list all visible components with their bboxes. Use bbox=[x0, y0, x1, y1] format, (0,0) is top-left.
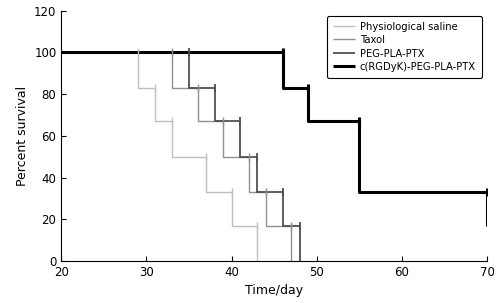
c(RGDyK)-PEG-PLA-PTX bbox=[254, 51, 260, 54]
Taxol bbox=[246, 190, 252, 194]
PEG-PLA-PTX bbox=[280, 224, 285, 227]
Line: PEG-PLA-PTX: PEG-PLA-PTX bbox=[62, 52, 300, 261]
Physiological saline bbox=[152, 119, 158, 123]
X-axis label: Time/day: Time/day bbox=[245, 285, 303, 298]
PEG-PLA-PTX bbox=[280, 190, 285, 194]
PEG-PLA-PTX bbox=[254, 190, 260, 194]
PEG-PLA-PTX bbox=[186, 86, 192, 90]
Physiological saline bbox=[126, 51, 132, 54]
c(RGDyK)-PEG-PLA-PTX bbox=[280, 51, 285, 54]
Legend: Physiological saline, Taxol, PEG-PLA-PTX, c(RGDyK)-PEG-PLA-PTX: Physiological saline, Taxol, PEG-PLA-PTX… bbox=[327, 15, 482, 78]
PEG-PLA-PTX bbox=[237, 119, 243, 123]
PEG-PLA-PTX bbox=[237, 155, 243, 158]
Physiological saline bbox=[254, 259, 260, 263]
c(RGDyK)-PEG-PLA-PTX bbox=[280, 86, 285, 90]
Taxol bbox=[169, 86, 175, 90]
Physiological saline bbox=[254, 224, 260, 227]
Physiological saline bbox=[126, 51, 132, 54]
Physiological saline bbox=[169, 119, 175, 123]
c(RGDyK)-PEG-PLA-PTX bbox=[484, 190, 490, 194]
c(RGDyK)-PEG-PLA-PTX bbox=[58, 51, 64, 54]
c(RGDyK)-PEG-PLA-PTX bbox=[484, 224, 490, 227]
Physiological saline bbox=[203, 155, 209, 158]
c(RGDyK)-PEG-PLA-PTX bbox=[356, 119, 362, 123]
Taxol bbox=[169, 51, 175, 54]
Taxol bbox=[246, 155, 252, 158]
c(RGDyK)-PEG-PLA-PTX bbox=[254, 51, 260, 54]
Taxol bbox=[135, 51, 141, 54]
Taxol bbox=[220, 119, 226, 123]
PEG-PLA-PTX bbox=[144, 51, 150, 54]
Line: Physiological saline: Physiological saline bbox=[62, 52, 257, 261]
Taxol bbox=[220, 155, 226, 158]
Line: Taxol: Taxol bbox=[62, 52, 291, 261]
Physiological saline bbox=[228, 224, 234, 227]
Line: c(RGDyK)-PEG-PLA-PTX: c(RGDyK)-PEG-PLA-PTX bbox=[62, 52, 487, 225]
Taxol bbox=[58, 51, 64, 54]
PEG-PLA-PTX bbox=[58, 51, 64, 54]
Physiological saline bbox=[135, 51, 141, 54]
Taxol bbox=[194, 119, 200, 123]
Taxol bbox=[262, 224, 268, 227]
PEG-PLA-PTX bbox=[212, 119, 218, 123]
PEG-PLA-PTX bbox=[296, 224, 302, 227]
Physiological saline bbox=[169, 155, 175, 158]
PEG-PLA-PTX bbox=[296, 259, 302, 263]
c(RGDyK)-PEG-PLA-PTX bbox=[356, 190, 362, 194]
PEG-PLA-PTX bbox=[186, 51, 192, 54]
Physiological saline bbox=[58, 51, 64, 54]
PEG-PLA-PTX bbox=[212, 86, 218, 90]
Taxol bbox=[194, 86, 200, 90]
Physiological saline bbox=[228, 190, 234, 194]
Taxol bbox=[135, 51, 141, 54]
Physiological saline bbox=[135, 86, 141, 90]
PEG-PLA-PTX bbox=[144, 51, 150, 54]
c(RGDyK)-PEG-PLA-PTX bbox=[305, 119, 311, 123]
Taxol bbox=[288, 259, 294, 263]
Physiological saline bbox=[152, 86, 158, 90]
Taxol bbox=[262, 190, 268, 194]
Taxol bbox=[288, 224, 294, 227]
Y-axis label: Percent survival: Percent survival bbox=[16, 86, 28, 186]
c(RGDyK)-PEG-PLA-PTX bbox=[305, 86, 311, 90]
PEG-PLA-PTX bbox=[254, 155, 260, 158]
Physiological saline bbox=[203, 190, 209, 194]
